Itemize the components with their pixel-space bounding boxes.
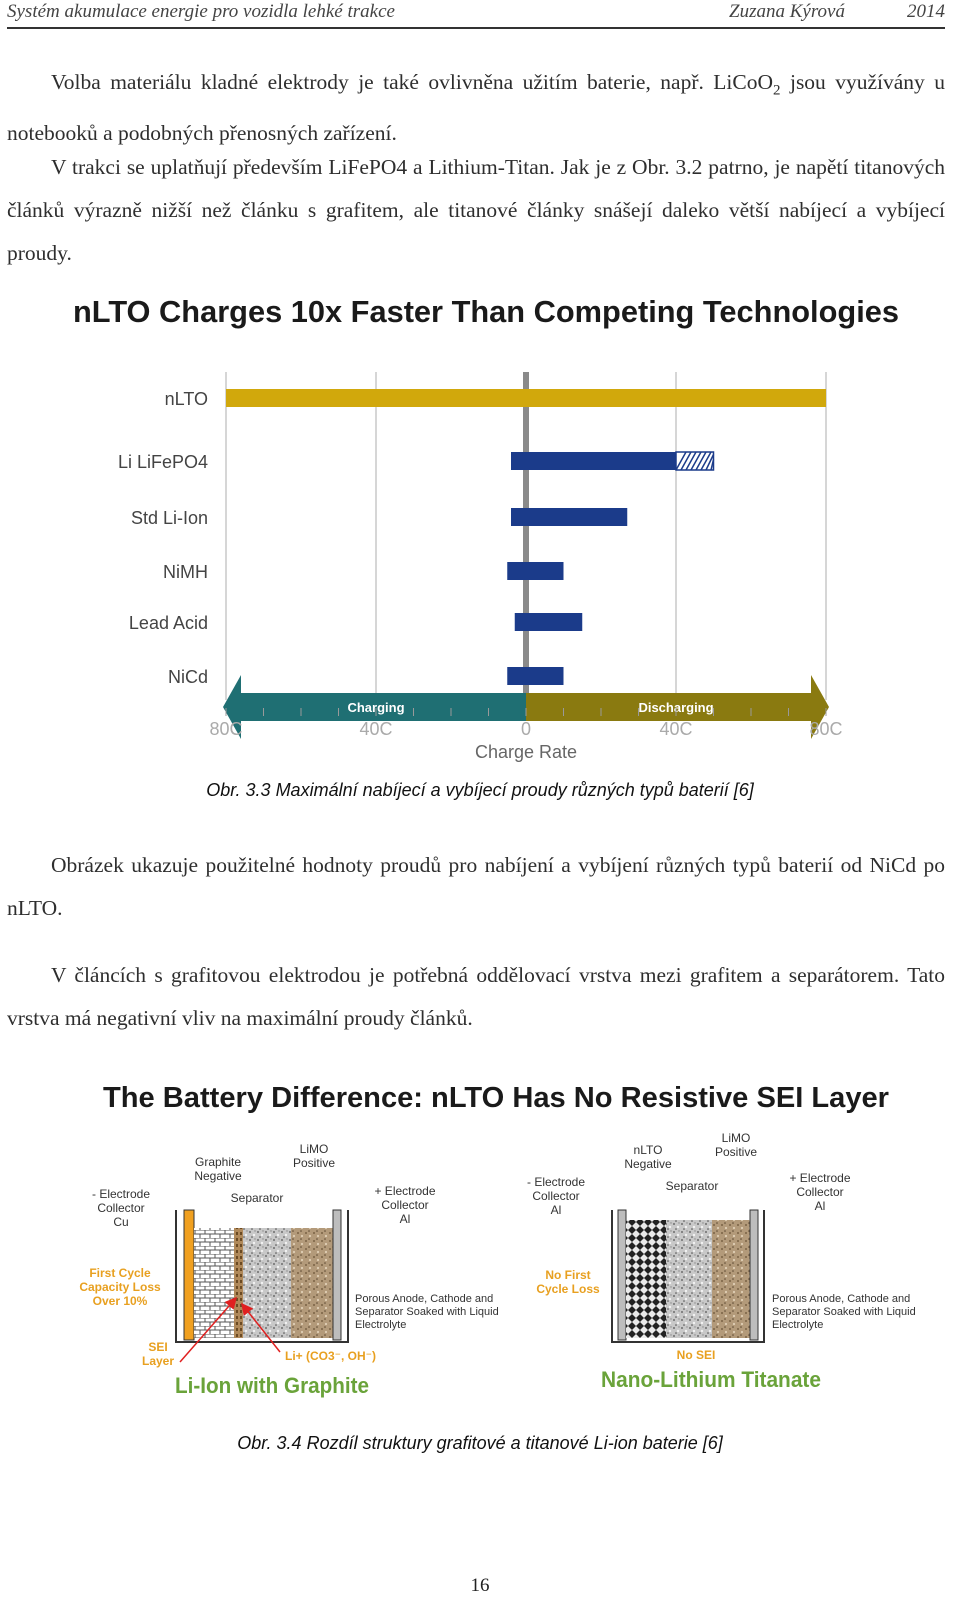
paragraph-graphite-layer: V článcích s grafitovou elektrodou je po… [7,963,945,1030]
separator-layer-left [243,1228,291,1338]
bar-1 [511,452,676,470]
header-title: Systém akumulace energie pro vozidla leh… [7,1,395,22]
nlto-layer [626,1220,666,1338]
chart-title: nLTO Charges 10x Faster Than Competing T… [73,294,899,329]
battery-structure-diagram: The Battery Difference: nLTO Has No Resi… [79,1082,916,1398]
sei-strip [234,1228,243,1338]
paragraph-figure-description: Obrázek ukazuje použitelné hodnoty proud… [7,853,945,920]
tick-label-2: 0 [521,719,531,739]
category-label-3: NiMH [163,562,208,582]
bar-3 [507,562,564,580]
tick-label-3: 40C [659,719,692,739]
figure-3-4-caption: Obr. 3.4 Rozdíl struktury grafitové a ti… [237,1433,723,1453]
hatch-line [700,451,712,471]
ions-label: Li+ (CO3⁻, OH⁻) [285,1349,376,1363]
charging-arrow [223,675,526,739]
bar-0 [226,389,826,407]
bar-5 [507,667,564,685]
porous-label-right: Porous Anode, Cathode and Separator Soake… [772,1293,916,1331]
separator-label-left: Separator [231,1191,284,1205]
limo-positive-label-right: LiMO Positive [715,1131,757,1159]
page-header: Systém akumulace energie pro vozidla leh… [7,0,945,29]
x-axis-label: Charge Rate [475,742,577,762]
limo-layer-left [291,1228,333,1338]
sei-layer-label: SEI Layer [142,1340,174,1368]
page-number: 16 [470,1575,490,1596]
hatch-line [705,454,715,471]
tick-label-0: 80C [209,719,242,739]
graphite-layer [194,1228,234,1338]
tick-label-1: 40C [359,719,392,739]
tick-label-4: 80C [809,719,842,739]
bar-4 [514,613,583,631]
limo-positive-label-left: LiMO Positive [293,1142,335,1170]
no-sei-label: No SEI [677,1348,716,1362]
nlto-negative-label: nLTO Negative [624,1143,672,1171]
nano-lithium-titanate-cell: nLTO Negative LiMO Positive - Electrode Col… [527,1131,916,1392]
charging-label: Charging [347,700,404,715]
li-ion-graphite-name: Li-Ion with Graphite [175,1373,369,1398]
category-label-0: nLTO [165,389,208,409]
paragraph-electrode-material: Volba materiálu kladné elektrody je také… [7,70,945,146]
no-cycle-loss-label: No First Cycle Loss [536,1268,600,1296]
header-right: Zuzana Kýrová 2014 [667,1,945,23]
hatch-line [675,451,687,471]
header-author: Zuzana Kýrová [729,1,845,22]
graphite-negative-label: Graphite Negative [194,1155,242,1183]
porous-label-left: Porous Anode, Cathode and Separator Soake… [355,1293,499,1331]
neg-collector-label-right: - Electrode Collector Al [527,1175,585,1217]
al-collector-neg [617,1209,627,1341]
pos-collector-label-right: + Electrode Collector Al [789,1171,850,1213]
category-label-2: Std Li-Ion [131,508,208,528]
header-year: 2014 [907,1,945,22]
separator-layer-right [666,1220,712,1338]
hatch-line [680,451,692,471]
category-label-4: Lead Acid [129,613,208,633]
neg-collector-label-left: - Electrode Collector Cu [92,1187,150,1229]
discharging-label: Discharging [638,700,713,715]
pos-collector-label-left: + Electrode Collector Al [374,1184,435,1226]
nano-lithium-titanate-name: Nano-Lithium Titanate [601,1367,821,1392]
charge-rate-chart: nLTO Charges 10x Faster Than Competing T… [73,294,899,762]
figure-3-3-caption: Obr. 3.3 Maximální nabíjecí a vybíjecí p… [206,780,754,800]
li-ion-graphite-cell: Graphite Negative LiMO Positive - Electrod… [79,1142,498,1398]
al-collector-left [332,1209,342,1341]
cu-collector [183,1209,195,1341]
hatch-line [695,451,707,471]
paragraph-traction: V trakci se uplatňují především LiFePO4 … [7,155,945,265]
diagram-title: The Battery Difference: nLTO Has No Resi… [103,1082,889,1114]
limo-layer-right [712,1220,750,1338]
capacity-loss-label: First Cycle Capacity Loss Over 10% [79,1266,161,1308]
hatch-line [685,451,697,471]
category-label-5: NiCd [168,667,208,687]
bar-2 [511,508,628,526]
hatch-line [690,451,702,471]
discharging-arrow [526,675,829,739]
separator-label-right: Separator [666,1179,719,1193]
al-collector-pos [749,1209,759,1341]
category-label-1: Li LiFePO4 [118,452,208,472]
hatch-line [710,459,715,471]
